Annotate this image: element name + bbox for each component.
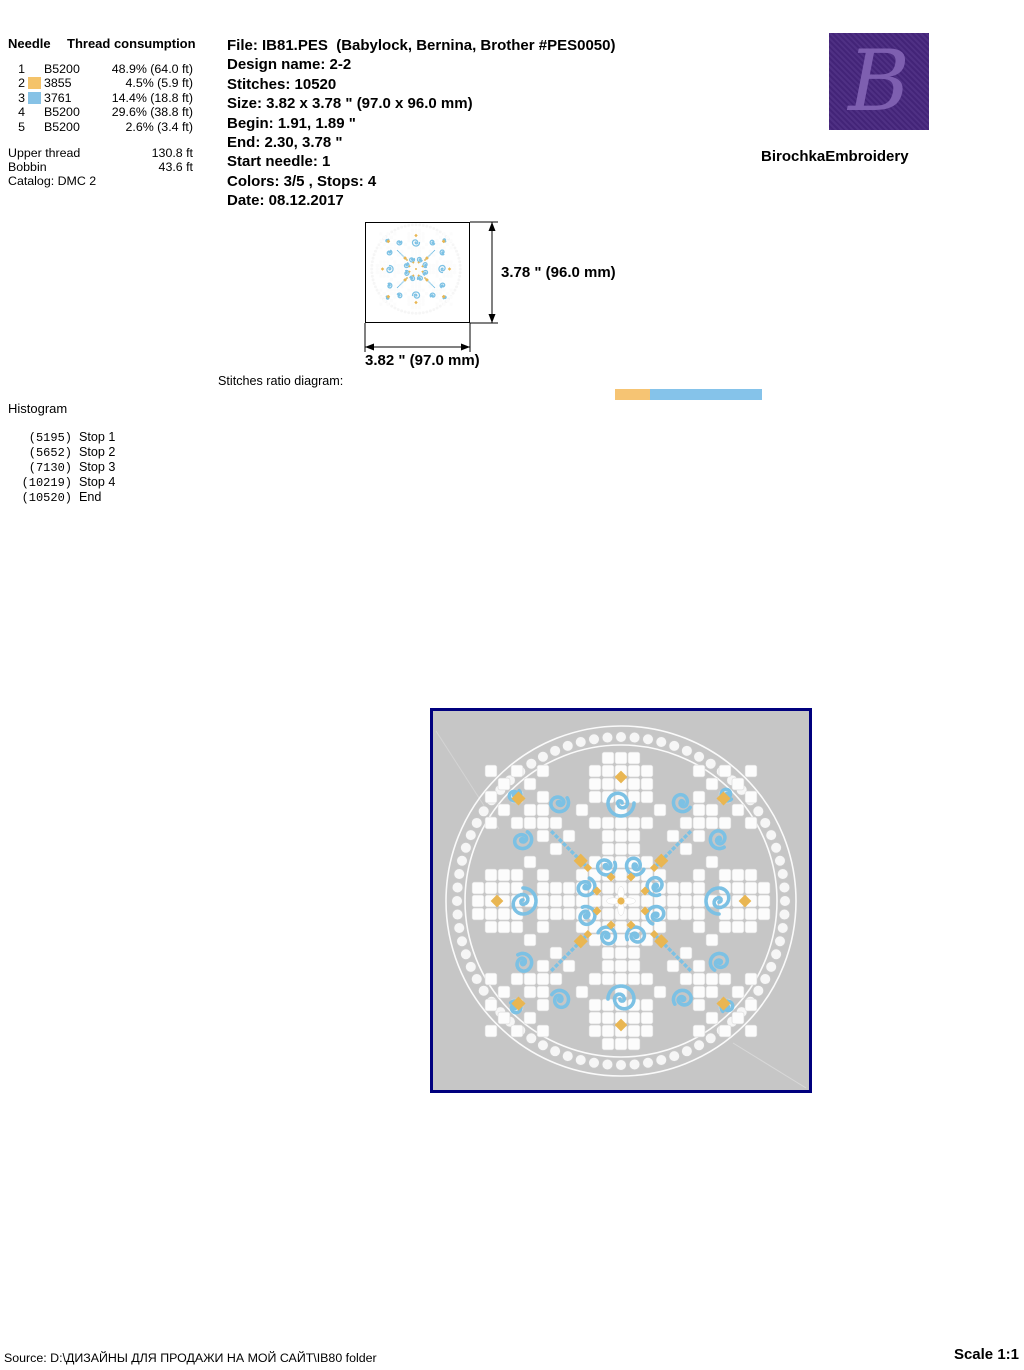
thread-consumption-value: 29.6% (38.8 ft) [111,105,193,120]
file-info-line: Stitches: 10520 [227,75,337,93]
ratio-segment [235,389,616,400]
source-path: Source: D:\ДИЗАЙНЫ ДЛЯ ПРОДАЖИ НА МОЙ СА… [4,1351,377,1365]
thread-code: 3855 [44,76,72,91]
file-info-line: Start needle: 1 [227,153,331,171]
thread-table-header-needle: Needle [8,36,51,51]
dimension-width-label: 3.82 " (97.0 mm) [365,352,480,369]
thread-row: 5 B5200 2.6% (3.4 ft) [8,120,193,134]
histogram-stop-label: Stop 4 [79,475,116,489]
catalog-row: Catalog: DMC 2 [8,173,97,188]
thread-row: 2 3855 4.5% (5.9 ft) [8,76,193,90]
stitches-ratio-label: Stitches ratio diagram: [218,374,344,388]
thread-row: 1 B5200 48.9% (64.0 ft) [8,62,193,76]
histogram-rows: (5195) Stop 1 (5652) Stop 2 (7130) Stop 3 (102… [8,429,116,505]
file-info-line: Colors: 3/5 , Stops: 4 [227,172,377,190]
upper-thread-value: 130.8 ft [151,146,193,160]
thread-summary: Upper thread 130.8 ft Bobbin 43.6 ft Cat… [8,146,193,189]
file-info-line: File: IB81.PES (Babylock, Bernina, Broth… [227,37,616,54]
histogram-row: (5652) Stop 2 [8,444,116,460]
file-info-line: Size: 3.82 x 3.78 " (97.0 x 96.0 mm) [227,95,473,113]
thread-consumption-value: 14.4% (18.8 ft) [111,90,193,105]
file-info: File: IB81.PES (Babylock, Bernina, Broth… [227,36,615,211]
bobbin-row: Bobbin 43.6 ft [8,159,193,175]
thread-color-swatch [28,120,41,133]
thread-code: B5200 [44,119,80,134]
thread-consumption-value: 48.9% (64.0 ft) [111,62,193,76]
ratio-segment [615,389,651,400]
design-thumbnail [368,221,464,317]
brand-name: BirochkaEmbroidery [761,148,909,165]
brand-logo-letter: B [848,32,910,130]
ratio-segment [992,389,1013,400]
histogram-stop-label: End [79,490,102,504]
thread-consumption-value: 4.5% (5.9 ft) [125,76,194,91]
brand-logo: B [829,33,929,130]
thread-code: B5200 [44,105,80,120]
thread-color-swatch [28,77,41,90]
scale-label: Scale 1:1 [953,1346,1019,1363]
upper-thread-row: Upper thread 130.8 ft [8,146,193,161]
thread-table-header-consumption: Thread consumption [67,36,196,51]
histogram-stitch-count: (10219) [21,476,72,490]
file-info-line: Design name: 2-2 [227,56,352,74]
histogram-row: (7130) Stop 3 [8,459,116,475]
histogram-stitch-count: (5652) [28,446,72,460]
histogram-row: (10520) End [8,489,115,505]
histogram-stop-label: Stop 1 [79,430,116,444]
thread-color-swatch [28,63,41,75]
needle-number: 3 [18,90,25,105]
ratio-segment [762,389,993,400]
histogram-stitch-count: (5195) [28,431,72,445]
bobbin-label: Bobbin [8,159,47,174]
thread-color-swatch [28,91,41,104]
thread-row: 4 B5200 29.6% (38.8 ft) [8,105,193,119]
ratio-segment [650,389,763,400]
histogram-title: Histogram [8,401,68,416]
needle-number: 1 [18,62,25,76]
histogram-stop-label: Stop 2 [79,445,116,459]
needle-number: 2 [18,76,25,91]
file-info-line: Date: 08.12.2017 [227,192,344,210]
stitches-ratio-bar [235,389,1013,400]
histogram-row: (10219) Stop 4 [8,474,116,490]
thread-code: B5200 [44,62,80,76]
thread-row: 3 3761 14.4% (18.8 ft) [8,91,193,105]
upper-thread-label: Upper thread [8,146,81,160]
design-preview-image [433,711,809,1090]
needle-number: 5 [18,119,25,134]
thread-color-swatch [28,106,41,119]
dimension-lines [364,221,498,352]
histogram-stitch-count: (7130) [28,461,72,475]
thread-consumption-value: 2.6% (3.4 ft) [125,119,194,134]
histogram-stop-label: Stop 3 [79,460,116,474]
design-extent-box [365,221,470,323]
file-info-line: End: 2.30, 3.78 " [227,134,343,152]
needle-number: 4 [18,105,25,120]
histogram-stitch-count: (10520) [21,491,72,505]
histogram-row: (5195) Stop 1 [8,429,116,445]
dimension-height-label: 3.78 " (96.0 mm) [501,264,616,281]
thread-code: 3761 [44,90,72,105]
bobbin-value: 43.6 ft [158,159,193,174]
thread-rows: 1 B5200 48.9% (64.0 ft) 2 3855 4.5% (5.9 ft) 3… [8,62,193,134]
design-preview [430,708,812,1093]
file-info-line: Begin: 1.91, 1.89 " [227,114,356,132]
